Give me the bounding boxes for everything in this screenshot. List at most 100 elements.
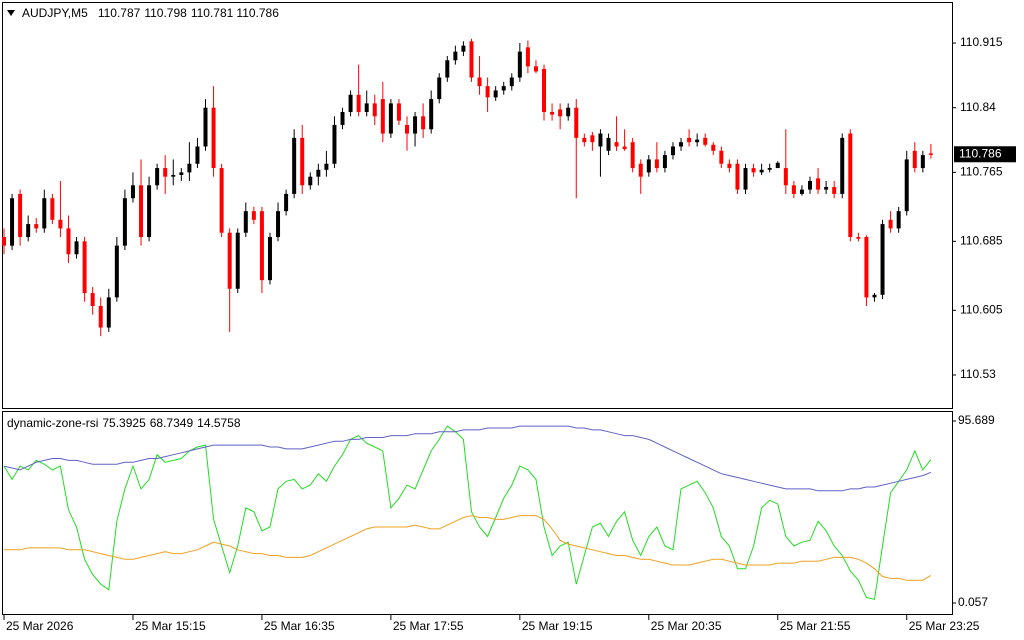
candle-body <box>630 142 635 169</box>
candle-body <box>606 137 611 151</box>
symbol-header: AUDJPY,M5 110.787 110.798 110.781 110.786 <box>22 6 279 20</box>
current-price-label: 110.786 <box>959 146 1002 160</box>
candle-body <box>396 103 401 121</box>
candle-body <box>670 146 675 156</box>
candle-body <box>211 107 216 169</box>
candle-body <box>187 163 192 173</box>
candle-body <box>10 198 15 246</box>
y-tick-label: 110.915 <box>960 35 1003 49</box>
candle-body <box>751 168 756 173</box>
candle-body <box>26 224 31 238</box>
candle-body <box>163 168 168 177</box>
indicator-panel <box>2 411 953 615</box>
candle-body <box>380 99 385 134</box>
candle-body <box>920 155 925 169</box>
candle-body <box>783 168 788 186</box>
candle-body <box>227 232 232 289</box>
indicator-header: dynamic-zone-rsi 75.3925 68.7349 14.5758 <box>7 416 241 430</box>
candle-body <box>928 153 933 155</box>
candle-body <box>791 185 796 194</box>
y-tick-label: 110.765 <box>960 165 1003 179</box>
candle-body <box>421 116 426 130</box>
price-panel <box>2 2 953 409</box>
y-tick-label: 110.685 <box>960 234 1003 248</box>
candle-body <box>66 228 71 255</box>
candle-body <box>122 198 127 246</box>
ohlc-value: 110.787 <box>98 6 141 20</box>
candle-body <box>864 237 869 298</box>
candle-body <box>130 185 135 199</box>
candle-body <box>316 169 321 177</box>
x-tick-label: 25 Mar 17:55 <box>393 619 464 633</box>
candle-body <box>243 211 248 233</box>
candle-body <box>147 185 152 238</box>
candle-body <box>759 169 764 173</box>
candle-body <box>912 150 917 169</box>
indicator-value: 75.3925 <box>102 416 146 430</box>
candle-body <box>735 163 740 190</box>
candle-body <box>332 124 337 164</box>
candle-body <box>405 124 409 134</box>
candle-body <box>292 137 297 194</box>
candle-body <box>179 172 184 175</box>
candle-body <box>429 99 434 130</box>
candle-body <box>509 77 514 87</box>
candle-body <box>114 245 119 298</box>
candle-body <box>550 112 555 115</box>
candle-body <box>308 176 313 186</box>
x-tick-label: 25 Mar 2026 <box>6 619 74 633</box>
candle-body <box>203 107 208 147</box>
candle-body <box>775 162 780 169</box>
candle-body <box>235 232 240 289</box>
candle-body <box>445 60 450 78</box>
candle-body <box>300 137 305 186</box>
candle-body <box>703 137 708 145</box>
candle-body <box>719 150 724 164</box>
candle-body <box>525 47 530 67</box>
candle-body <box>679 142 684 147</box>
indicator-line <box>3 425 932 600</box>
ohlc-value: 110.798 <box>144 6 187 20</box>
candle-body <box>687 137 692 143</box>
candle-body <box>477 77 482 87</box>
candle-body <box>98 306 103 328</box>
candle-body <box>437 77 442 100</box>
candle-body <box>82 241 87 294</box>
candle-body <box>654 159 659 169</box>
candle-body <box>2 237 6 246</box>
candle-body <box>90 293 95 307</box>
candle-body <box>453 51 458 61</box>
candle-body <box>58 219 63 229</box>
candle-body <box>590 135 595 143</box>
indicator-value: 68.7349 <box>150 416 194 430</box>
indicator-line <box>3 425 932 492</box>
candle-body <box>598 133 603 147</box>
candle-body <box>622 146 627 150</box>
candle-body <box>767 168 772 170</box>
candle-body <box>888 219 893 229</box>
candle-body <box>364 103 369 113</box>
candle-body <box>727 163 732 169</box>
candle-body <box>904 159 909 212</box>
candle-body <box>34 224 39 229</box>
candle-body <box>566 107 571 117</box>
candle-body <box>251 211 256 220</box>
menu-triangle[interactable] <box>7 10 15 16</box>
candle-body <box>106 297 111 328</box>
ohlc-value: 110.786 <box>236 6 279 20</box>
candle-body <box>469 41 474 78</box>
candle-body <box>267 237 272 281</box>
ohlc-value: 110.781 <box>191 6 234 20</box>
candle-body <box>155 168 160 186</box>
candle-body <box>485 86 490 98</box>
x-tick-label: 25 Mar 23:25 <box>909 619 980 633</box>
candle-body <box>880 224 885 295</box>
candle-body <box>372 103 377 117</box>
candle-body <box>582 137 587 143</box>
candle-body <box>856 237 861 239</box>
candle-body <box>517 51 522 78</box>
indicator-name: dynamic-zone-rsi <box>7 416 98 430</box>
candle-body <box>259 211 264 281</box>
x-tick-label: 25 Mar 21:55 <box>780 619 851 633</box>
